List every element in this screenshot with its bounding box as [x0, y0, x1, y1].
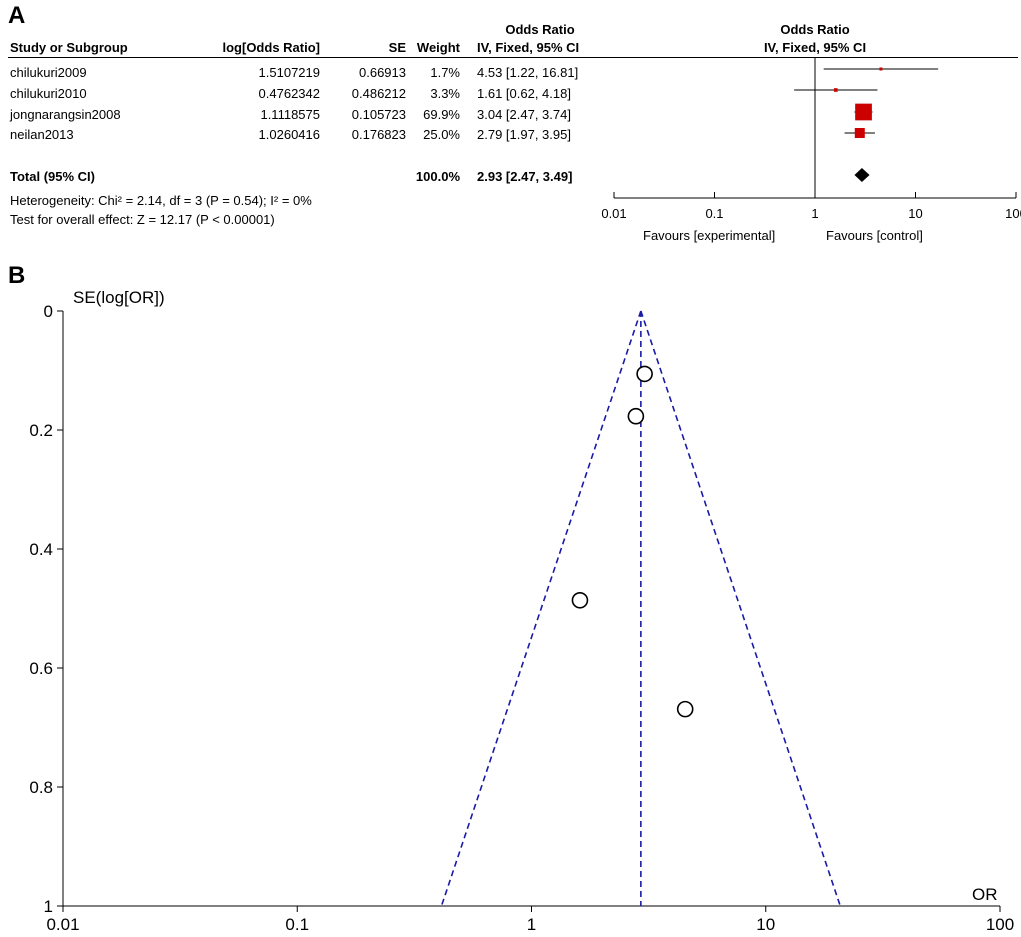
- y-tick-label: 0.4: [29, 540, 53, 559]
- total-label: Total (95% CI): [10, 169, 95, 184]
- forest-plot: 0.01 0.1 1 10 100: [601, 57, 1021, 221]
- x-tick-label: 1: [811, 206, 818, 221]
- study-point: [627, 407, 645, 425]
- x-tick-label: 0.01: [46, 915, 79, 934]
- study-name: chilukuri2009: [10, 65, 87, 80]
- total-weight: 100.0%: [415, 169, 460, 184]
- study-name: chilukuri2010: [10, 86, 87, 101]
- or-ci-value: 1.61 [0.62, 4.18]: [477, 86, 571, 101]
- funnel-right-line: [640, 310, 842, 907]
- y-axis-title: SE(log[OR]): [73, 288, 165, 307]
- study-square: [855, 103, 872, 121]
- funnel-left-line: [440, 310, 642, 907]
- study-name: jongnarangsin2008: [10, 107, 121, 122]
- total-or-ci: 2.93 [2.47, 3.49]: [477, 169, 573, 184]
- header-weight: Weight: [416, 40, 460, 55]
- logor-value: 1.0260416: [258, 127, 320, 142]
- header-se: SE: [388, 40, 406, 55]
- x-tick-label: 1: [527, 915, 536, 934]
- or-ci-value: 2.79 [1.97, 3.95]: [477, 127, 571, 142]
- y-tick-label: 0.8: [29, 778, 53, 797]
- x-tick-label: 10: [756, 915, 775, 934]
- favours-experimental-label: Favours [experimental]: [643, 228, 776, 243]
- x-tick-label: 0.1: [285, 915, 309, 934]
- y-tick-label: 0.6: [29, 659, 53, 678]
- y-tick-label: 0: [44, 302, 53, 321]
- x-tick-label: 0.01: [601, 206, 626, 221]
- x-tick-label: 10: [908, 206, 922, 221]
- se-value: 0.105723: [351, 107, 406, 122]
- header-plot-method: IV, Fixed, 95% CI: [763, 40, 867, 55]
- heterogeneity-text: Heterogeneity: Chi² = 2.14, df = 3 (P = …: [10, 193, 312, 208]
- study-point: [676, 700, 694, 718]
- y-tick-label: 1: [44, 897, 53, 916]
- header-rule: [8, 57, 1018, 58]
- se-value: 0.486212: [351, 86, 406, 101]
- header-logor: log[Odds Ratio]: [222, 40, 321, 55]
- logor-value: 1.1118575: [260, 107, 320, 122]
- x-tick-label: 0.1: [705, 206, 723, 221]
- x-tick-label: 100: [1005, 206, 1021, 221]
- logor-value: 0.4762342: [258, 86, 320, 101]
- se-value: 0.66913: [359, 65, 406, 80]
- overall-effect-text: Test for overall effect: Z = 12.17 (P < …: [10, 212, 275, 227]
- weight-value: 1.7%: [430, 65, 460, 80]
- or-column-title: Odds Ratio: [505, 22, 575, 37]
- se-value: 0.176823: [351, 127, 406, 142]
- study-square: [854, 128, 865, 138]
- panel-a-label: A: [8, 2, 26, 29]
- plot-column-title: Odds Ratio: [780, 22, 850, 37]
- header-or-method: IV, Fixed, 95% CI: [477, 40, 580, 55]
- weight-value: 3.3%: [430, 86, 460, 101]
- weight-value: 69.9%: [423, 107, 460, 122]
- or-ci-value: 3.04 [2.47, 3.74]: [477, 107, 571, 122]
- logor-value: 1.5107219: [258, 65, 320, 80]
- study-square: [833, 88, 838, 92]
- favours-control-label: Favours [control]: [826, 228, 923, 243]
- panel-b-label: B: [8, 262, 26, 289]
- x-tick-label: 100: [986, 915, 1014, 934]
- study-point: [571, 591, 589, 609]
- study-name: neilan2013: [10, 127, 74, 142]
- pooled-diamond: [854, 168, 870, 182]
- y-tick-label: 0.2: [29, 421, 53, 440]
- weight-value: 25.0%: [423, 127, 460, 142]
- x-axis-title: OR: [972, 885, 998, 904]
- or-ci-value: 4.53 [1.22, 16.81]: [477, 65, 579, 80]
- study-square: [879, 67, 883, 71]
- header-study: Study or Subgroup: [10, 40, 128, 55]
- study-point: [636, 365, 653, 383]
